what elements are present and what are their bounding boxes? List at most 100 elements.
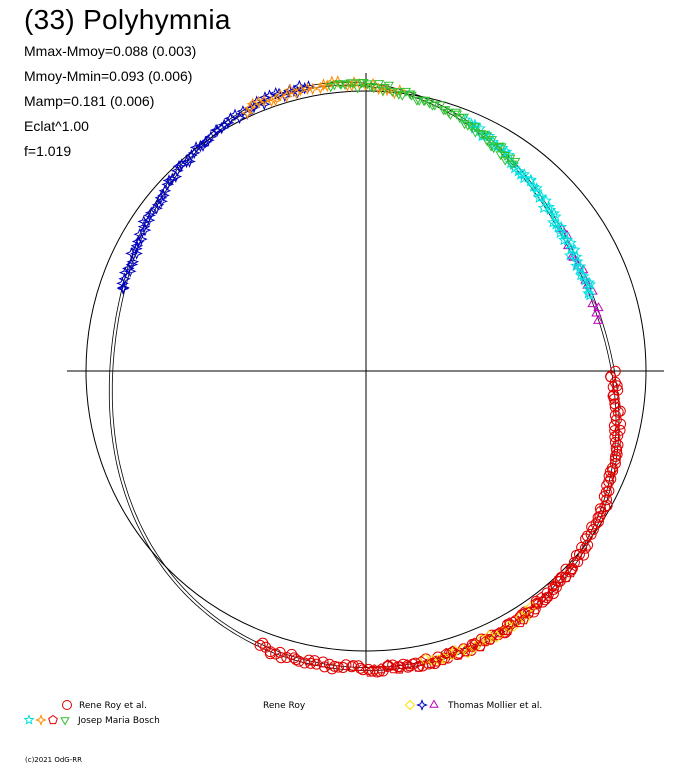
data-point [293, 79, 306, 93]
data-point [537, 201, 550, 214]
data-point [130, 242, 143, 255]
data-point [475, 130, 486, 140]
data-point [549, 580, 561, 591]
data-point [254, 639, 266, 651]
stat-mmax-mmoy: Mmax-Mmoy=0.088 (0.003) [24, 43, 197, 59]
data-point [583, 289, 596, 301]
legend-symbol [23, 714, 35, 725]
data-point [314, 81, 327, 95]
data-point [592, 512, 604, 524]
data-point [443, 108, 454, 118]
data-point [270, 648, 282, 660]
data-point [582, 539, 594, 551]
data-point [196, 139, 210, 153]
data-point [514, 616, 526, 628]
data-point [547, 588, 559, 600]
data-point [175, 158, 189, 171]
data-point [465, 641, 477, 652]
data-point [368, 84, 379, 94]
data-point [440, 106, 451, 116]
legend-symbol [429, 699, 439, 708]
data-point [383, 81, 394, 91]
data-point [382, 659, 394, 670]
data-points [116, 75, 627, 678]
data-point [215, 121, 229, 135]
data-point [224, 112, 237, 125]
data-point [608, 393, 620, 405]
data-point [347, 79, 358, 89]
legend-label: Rene Roy et al. [79, 701, 147, 711]
data-point [138, 223, 152, 237]
data-point [524, 173, 537, 185]
data-point [162, 174, 176, 187]
data-point [550, 218, 563, 230]
data-point [269, 86, 283, 100]
data-point [587, 524, 599, 536]
data-point [358, 79, 369, 88]
data-point [379, 84, 390, 94]
data-point [609, 431, 621, 443]
legend-item: Rene Roy [263, 701, 306, 711]
data-point [394, 663, 405, 674]
data-point [397, 91, 408, 101]
legend-symbol [60, 717, 70, 726]
data-point [547, 207, 560, 219]
data-point [116, 281, 130, 294]
data-point [488, 144, 499, 154]
data-point [275, 652, 287, 664]
data-point [288, 652, 300, 664]
data-point [554, 572, 565, 584]
data-point [462, 121, 474, 131]
data-point [183, 155, 196, 168]
mean-curve-line-1 [111, 84, 617, 668]
data-point [217, 118, 231, 132]
data-point [257, 97, 271, 111]
data-point [265, 94, 278, 108]
data-point [524, 606, 535, 617]
legend-label: Josep Maria Bosch [77, 716, 160, 726]
series-circle-0 [254, 365, 627, 678]
copyright-footer: (c)2021 OdG-RR [25, 756, 82, 764]
data-point [565, 242, 578, 255]
data-point [469, 637, 480, 648]
data-point [543, 590, 555, 601]
data-point [406, 91, 417, 101]
data-point [228, 108, 242, 122]
data-point [518, 168, 531, 180]
data-point [530, 597, 542, 608]
data-point [165, 172, 179, 186]
data-point [593, 302, 604, 312]
data-point [185, 148, 198, 162]
data-point [157, 189, 170, 202]
data-point [609, 450, 621, 462]
data-point [519, 607, 530, 618]
data-point [130, 239, 144, 253]
data-point [612, 439, 624, 451]
data-point [496, 143, 507, 153]
legend-label: Rene Roy [263, 701, 306, 711]
data-point [576, 541, 588, 553]
data-point [257, 94, 271, 108]
data-point [131, 235, 145, 248]
data-point [365, 82, 376, 92]
data-point [564, 249, 577, 261]
data-point [130, 247, 143, 260]
data-point [493, 627, 505, 638]
data-point [257, 637, 269, 649]
data-point [269, 94, 282, 107]
data-point [615, 418, 627, 430]
data-point [172, 159, 186, 173]
data-point [352, 84, 363, 94]
data-point [475, 634, 488, 646]
series-triangle-down-7 [325, 79, 521, 170]
data-point [347, 660, 359, 672]
legend-item: Rene Roy et al. [62, 700, 147, 711]
reference-circle-line [85, 90, 647, 652]
data-point [478, 130, 489, 140]
data-point [542, 200, 555, 213]
data-point [118, 272, 131, 286]
data-point [329, 81, 340, 91]
data-point [586, 521, 598, 533]
